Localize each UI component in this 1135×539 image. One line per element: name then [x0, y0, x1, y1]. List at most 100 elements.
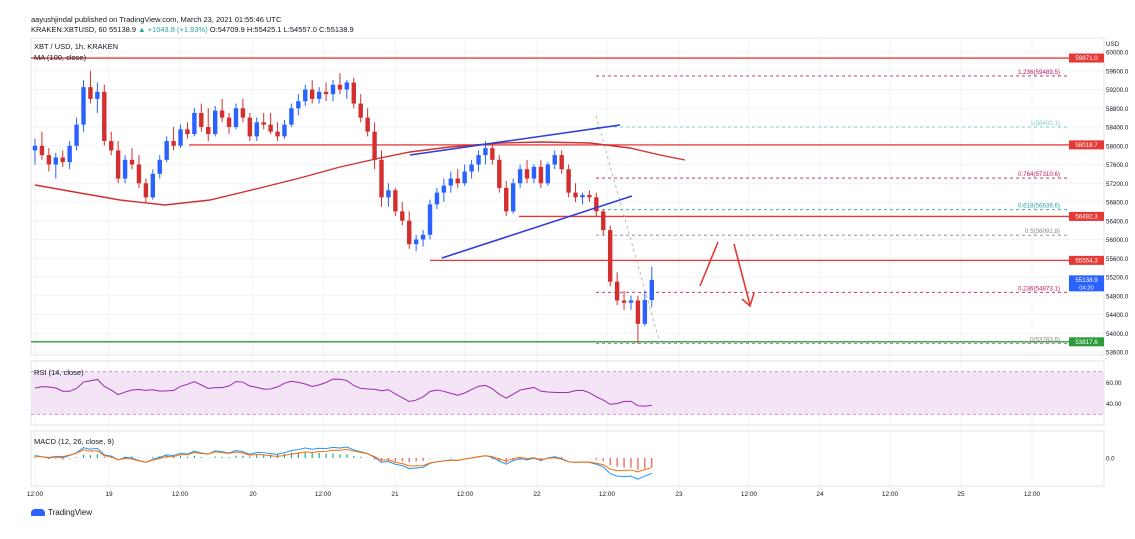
- candle-body: [74, 124, 79, 146]
- ma-label[interactable]: MA (100, close): [34, 53, 87, 62]
- y-tick-label: 55600.0: [1106, 256, 1129, 263]
- x-tick-label: 12:00: [27, 491, 44, 498]
- fib-level-label: 0.5(56091.8): [1025, 228, 1060, 235]
- candle-body: [427, 204, 433, 235]
- candle-body: [594, 197, 599, 212]
- candle-body: [122, 159, 128, 179]
- y-tick-label: 58000.0: [1106, 143, 1129, 150]
- candle-body: [524, 169, 530, 179]
- fib-level-label: 0(53783.6): [1030, 336, 1060, 343]
- x-tick-label: 22: [533, 491, 541, 498]
- rsi-label[interactable]: RSI (14, close): [34, 368, 84, 377]
- candle-body: [289, 108, 294, 125]
- candle-body: [268, 124, 273, 132]
- y-tick-label: 56800.0: [1106, 200, 1129, 207]
- x-tick-label: 12:00: [882, 491, 899, 498]
- candle-body: [32, 145, 38, 151]
- candle-body: [67, 145, 72, 163]
- ma-100-line: [34, 141, 686, 206]
- y-tick-label: 60000.0: [1106, 50, 1129, 57]
- axes: 60000.0 59600.0 59200.0 58800.0 58400.0 58000…: [27, 41, 1129, 498]
- candle-body: [53, 157, 58, 165]
- candle-body: [164, 141, 169, 160]
- candle-body: [337, 84, 343, 90]
- y-tick-label: 58800.0: [1106, 106, 1129, 113]
- candle-body: [39, 145, 45, 156]
- price-badge: [1069, 255, 1104, 265]
- macd-pane: [34, 446, 653, 480]
- candle-body: [469, 164, 474, 172]
- x-tick-label: 12:00: [315, 491, 332, 498]
- candle-body: [351, 82, 356, 104]
- candle-body: [621, 300, 627, 303]
- candle-body: [171, 141, 176, 146]
- y-tick-label: 57600.0: [1106, 162, 1129, 169]
- rsi-tick-label: 40.00: [1106, 401, 1122, 408]
- price-badge: [1069, 275, 1104, 292]
- ohlc-info: KRAKEN:XBTUSD, 60 55138.9 ▲ +1043.8 (+1.…: [31, 25, 354, 34]
- price-badge: [1069, 140, 1104, 150]
- price-badge-label: 55554.3: [1075, 258, 1098, 265]
- candle-body: [150, 173, 156, 198]
- candle-body: [282, 124, 287, 137]
- fib-retracement[interactable]: 1.236(59489.5) 1(58400.1) 0.764(57310.6) 0.…: [595, 69, 1068, 344]
- candle-body: [240, 108, 246, 118]
- up-arrow-path: [699, 241, 719, 287]
- candle-body: [365, 117, 370, 132]
- candle-body: [60, 157, 65, 163]
- x-tick-label: 20: [249, 491, 257, 498]
- candle-body: [303, 89, 308, 102]
- price-badge-label: 58018.7: [1075, 142, 1098, 149]
- candle-body: [455, 178, 460, 184]
- candle-body: [531, 166, 537, 179]
- price-pane-frame: [30, 37, 1105, 356]
- macd-label[interactable]: MACD (12, 26, close, 9): [34, 437, 115, 446]
- macd-pane-frame: [30, 430, 1105, 487]
- macd-tick-label: 0.0: [1106, 456, 1115, 463]
- candle-body: [476, 155, 481, 165]
- candle-body: [136, 164, 142, 184]
- candle-body: [614, 281, 620, 301]
- candle-body: [316, 91, 322, 99]
- lower-trendline: [441, 195, 633, 259]
- candle-body: [434, 192, 440, 205]
- candle-body: [219, 110, 225, 118]
- levels: [31, 57, 1104, 343]
- macd-line: [34, 446, 652, 480]
- rsi-tick-label: 60.00: [1106, 380, 1122, 387]
- candle-body: [538, 166, 544, 184]
- y-tick-label: 57200.0: [1106, 181, 1129, 188]
- candle-body: [462, 171, 467, 184]
- candle-body: [393, 190, 398, 212]
- candle-body: [420, 234, 426, 240]
- price-badge-label: 53817.6: [1075, 339, 1098, 346]
- drawings[interactable]: [409, 124, 755, 308]
- price-badge: [1069, 53, 1104, 63]
- tradingview-brand[interactable]: TradingView: [31, 508, 92, 517]
- y-tick-label: 55200.0: [1106, 275, 1129, 282]
- candle-body: [573, 192, 578, 198]
- currency-label: USD: [1106, 41, 1120, 48]
- candle-body: [413, 239, 419, 245]
- y-tick-label: 58400.0: [1106, 125, 1129, 132]
- candle-body: [88, 87, 93, 99]
- x-tick-label: 12:00: [741, 491, 758, 498]
- x-tick-label: 23: [675, 491, 683, 498]
- candle-body: [109, 141, 114, 151]
- y-tick-label: 56400.0: [1106, 218, 1129, 225]
- price-badge-label: 56492.3: [1075, 214, 1098, 221]
- candle-body: [379, 159, 384, 198]
- y-tick-label: 56000.0: [1106, 237, 1129, 244]
- x-tick-label: 19: [105, 491, 113, 498]
- x-tick-label: 21: [391, 491, 399, 498]
- macd-signal-line: [34, 448, 652, 473]
- candle-body: [552, 155, 557, 165]
- price-badge-sub: 04:20: [1079, 285, 1094, 291]
- y-tick-label: 54000.0: [1106, 331, 1129, 338]
- fib-level-label: 0.618(56636.6): [1018, 203, 1060, 210]
- candle-body: [102, 91, 107, 142]
- x-tick-label: 24: [816, 491, 824, 498]
- y-tick-label: 53600.0: [1106, 350, 1129, 357]
- symbol-label[interactable]: XBT / USD, 1h, KRAKEN: [34, 42, 119, 51]
